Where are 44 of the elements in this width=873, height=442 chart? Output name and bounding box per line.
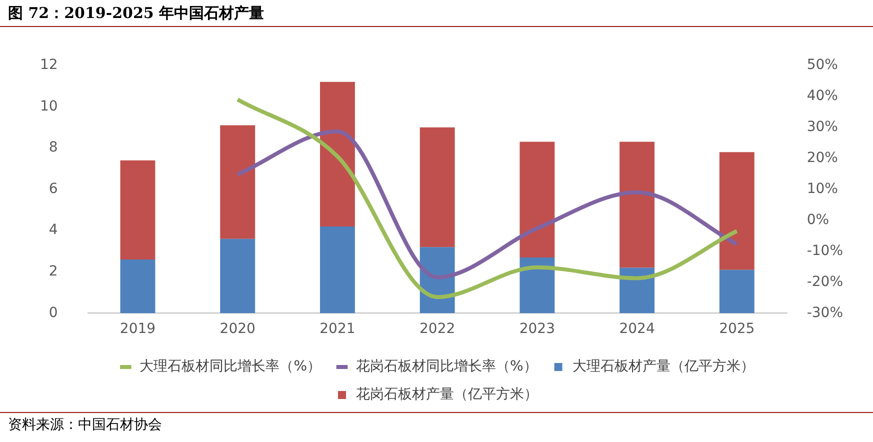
legend-label: 大理石板材产量（亿平方米） bbox=[572, 358, 754, 375]
y2-tick-label: -30% bbox=[806, 304, 844, 321]
y-tick-label: 8 bbox=[48, 140, 58, 156]
bar bbox=[719, 270, 754, 314]
x-tick-label: 2019 bbox=[120, 321, 156, 338]
y2-tick-label: 10% bbox=[806, 180, 838, 197]
y2-tick-label: 30% bbox=[806, 118, 838, 135]
y2-tick-label: 50% bbox=[806, 57, 838, 74]
bar bbox=[120, 260, 156, 314]
bar bbox=[220, 125, 256, 239]
legend-label: 花岗石板材产量（亿平方米） bbox=[356, 386, 538, 403]
text: 资料来源：中国石材协会 bbox=[0, 412, 873, 437]
y-tick-label: 4 bbox=[48, 222, 58, 238]
legend-label: 大理石板材同比增长率（%） bbox=[140, 358, 322, 375]
x-tick-label: 2022 bbox=[420, 321, 456, 338]
bar bbox=[520, 142, 555, 258]
line-series bbox=[236, 129, 739, 280]
bar bbox=[620, 268, 655, 314]
bar bbox=[120, 160, 156, 260]
bar bbox=[320, 226, 355, 314]
y-tick-label: 10 bbox=[40, 98, 58, 114]
y-tick-label: 12 bbox=[40, 57, 58, 74]
y2-tick-label: 0% bbox=[806, 212, 830, 228]
legend-label: 花岗石板材同比增长率（%） bbox=[356, 358, 538, 375]
bar bbox=[220, 238, 256, 314]
bar bbox=[719, 152, 754, 270]
x-tick-label: 2025 bbox=[719, 321, 755, 338]
line-series bbox=[236, 97, 739, 300]
x-tick-label: 2023 bbox=[519, 321, 556, 338]
x-tick-label: 2024 bbox=[619, 321, 655, 338]
bar bbox=[420, 127, 455, 248]
y-tick-label: 0 bbox=[48, 304, 58, 321]
x-tick-label: 2020 bbox=[220, 321, 256, 338]
y2-tick-label: 20% bbox=[806, 150, 838, 166]
y-tick-label: 6 bbox=[48, 180, 58, 197]
y-tick-label: 2 bbox=[48, 264, 58, 280]
x-tick-label: 2021 bbox=[320, 321, 356, 338]
y2-tick-label: -20% bbox=[806, 274, 844, 290]
chart-title: 图 72：2019-2025 年中国石材产量 bbox=[0, 0, 873, 27]
y2-tick-label: 40% bbox=[806, 88, 838, 104]
bar bbox=[520, 257, 555, 314]
bar bbox=[620, 142, 655, 268]
y2-tick-label: -10% bbox=[806, 242, 844, 259]
bar bbox=[320, 82, 355, 226]
